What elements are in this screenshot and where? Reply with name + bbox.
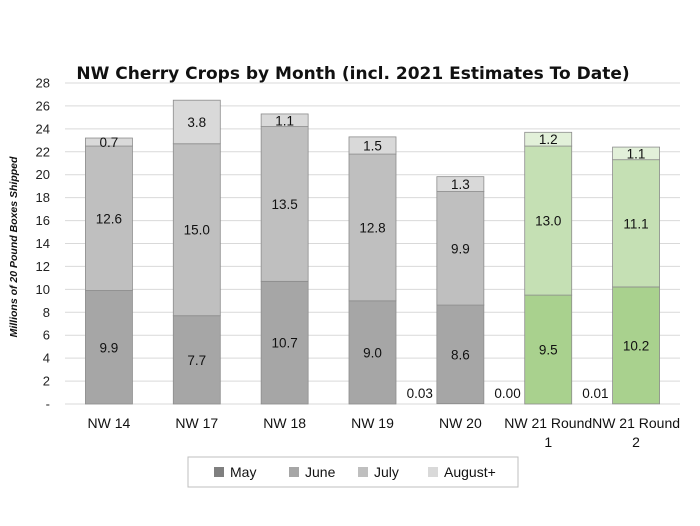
x-tick-label: NW 21 Round 1 (504, 415, 592, 450)
bar-august-nw-19 (348, 136, 397, 155)
data-label-july-nw-18: 13.5 (272, 197, 298, 212)
data-label-july-nw-20: 9.9 (451, 241, 470, 256)
data-label-june-nw-19: 9.0 (363, 345, 382, 360)
y-tick-label: 28 (36, 76, 50, 91)
data-label-july-nw-14: 12.6 (96, 211, 122, 226)
y-tick-label: 2 (43, 374, 50, 389)
legend-swatch-august (428, 467, 438, 477)
y-tick-label: 6 (43, 328, 50, 343)
data-label-july-nw-21-round-2: 11.1 (623, 216, 648, 231)
legend-swatch-june (289, 467, 299, 477)
legend-box (187, 456, 519, 488)
bar-june-nw-21-round-1 (524, 294, 573, 405)
y-tick-label: 10 (36, 282, 50, 297)
data-label-june-nw-20: 8.6 (451, 347, 470, 362)
bars: 9.9 12.6 0.7 7.7 15.0 3.8 10.7 13.5 1.1 9.0 12.8 1.… (85, 99, 660, 405)
y-tick-label: 14 (36, 236, 50, 251)
bar-stack-nw-19: 9.0 12.8 1.5 (348, 136, 397, 405)
data-label-august-nw-20: 1.3 (451, 177, 470, 192)
bar-august-nw-20 (436, 176, 485, 192)
bar-july-nw-21-round-1 (524, 145, 573, 296)
data-label-may-nw-20: 0.03 (407, 386, 433, 401)
bar-june-nw-19 (348, 300, 397, 405)
legend-label-august: August+ (444, 464, 496, 480)
bar-august-nw-14 (85, 137, 133, 147)
bar-june-nw-14 (85, 290, 133, 405)
bar-june-nw-17 (172, 315, 221, 405)
bar-august-nw-18 (260, 113, 309, 127)
y-tick-label: 22 (36, 144, 50, 159)
x-tick-label: NW 20 (439, 415, 482, 431)
y-tick-label: 18 (36, 190, 50, 205)
y-tick-label: 20 (36, 167, 50, 182)
x-axis-ticks: NW 14 NW 17 NW 18 NW 19 NW 20 NW 21 Round 1NW … (88, 415, 681, 450)
y-axis-label: Millions of 20 Pound Boxes Shipped (8, 156, 20, 337)
bar-stack-nw-18: 10.7 13.5 1.1 (260, 113, 309, 405)
bar-june-nw-20 (436, 304, 485, 405)
bar-july-nw-14 (85, 145, 133, 291)
bar-august-nw-17 (172, 99, 221, 145)
bar-stack-nw-17: 7.7 15.0 3.8 (172, 99, 221, 405)
data-label-august-nw-21-round-1: 1.2 (539, 132, 558, 147)
y-tick-label: - (46, 397, 50, 412)
bar-stack-nw-21-round-2: 0.01 10.2 11.1 1.1 (582, 146, 660, 405)
y-tick-label: 26 (36, 98, 50, 113)
y-tick-label: 24 (36, 121, 50, 136)
y-tick-label: 12 (36, 259, 50, 274)
bar-july-nw-17 (172, 143, 221, 317)
legend-label-june: June (305, 464, 336, 480)
bar-stack-nw-21-round-1: 0.00 9.5 13.0 1.2 (494, 131, 573, 405)
bar-stack-nw-14: 9.9 12.6 0.7 (85, 135, 133, 405)
data-label-august-nw-17: 3.8 (187, 115, 206, 130)
bar-july-nw-19 (348, 153, 397, 302)
bar-july-nw-18 (260, 126, 309, 282)
bar-stack-nw-20: 0.03 8.6 9.9 1.3 (407, 176, 485, 405)
bar-june-nw-18 (260, 280, 309, 405)
bar-june-nw-21-round-2 (612, 286, 660, 405)
x-tick-label: NW 19 (351, 415, 394, 431)
data-label-june-nw-17: 7.7 (187, 353, 206, 368)
x-tick-label: NW 18 (263, 415, 306, 431)
y-tick-label: 16 (36, 213, 50, 228)
data-label-july-nw-21-round-1: 13.0 (535, 214, 561, 229)
legend: May June July August+ (187, 456, 519, 488)
bar-july-nw-21-round-2 (612, 159, 660, 288)
data-label-august-nw-18: 1.1 (275, 113, 294, 128)
legend-swatch-july (358, 467, 368, 477)
x-tick-label: NW 21 Round 2 (592, 415, 680, 450)
bar-august-nw-21-round-1 (524, 131, 573, 147)
data-label-july-nw-17: 15.0 (184, 223, 210, 238)
bar-july-nw-20 (436, 191, 485, 306)
data-label-may-nw-21-round-1: 0.00 (494, 386, 520, 401)
legend-label-may: May (230, 464, 256, 480)
data-label-june-nw-14: 9.9 (100, 340, 119, 355)
legend-label-july: July (374, 464, 399, 480)
legend-swatch-may (214, 467, 224, 477)
data-label-august-nw-21-round-2: 1.1 (627, 146, 646, 161)
data-label-august-nw-19: 1.5 (363, 138, 382, 153)
x-tick-label: NW 17 (175, 415, 218, 431)
bar-august-nw-21-round-2 (612, 146, 660, 161)
data-label-june-nw-21-round-1: 9.5 (539, 343, 558, 358)
data-label-august-nw-14: 0.7 (100, 135, 119, 150)
data-label-june-nw-18: 10.7 (272, 336, 298, 351)
data-label-july-nw-19: 12.8 (359, 220, 385, 235)
data-label-may-nw-21-round-2: 0.01 (582, 386, 608, 401)
x-tick-label: NW 14 (88, 415, 131, 431)
data-label-june-nw-21-round-2: 10.2 (623, 338, 649, 353)
y-tick-label: 4 (43, 351, 50, 366)
y-tick-label: 8 (43, 305, 50, 320)
chart-title: NW Cherry Crops by Month (incl. 2021 Est… (76, 64, 629, 84)
